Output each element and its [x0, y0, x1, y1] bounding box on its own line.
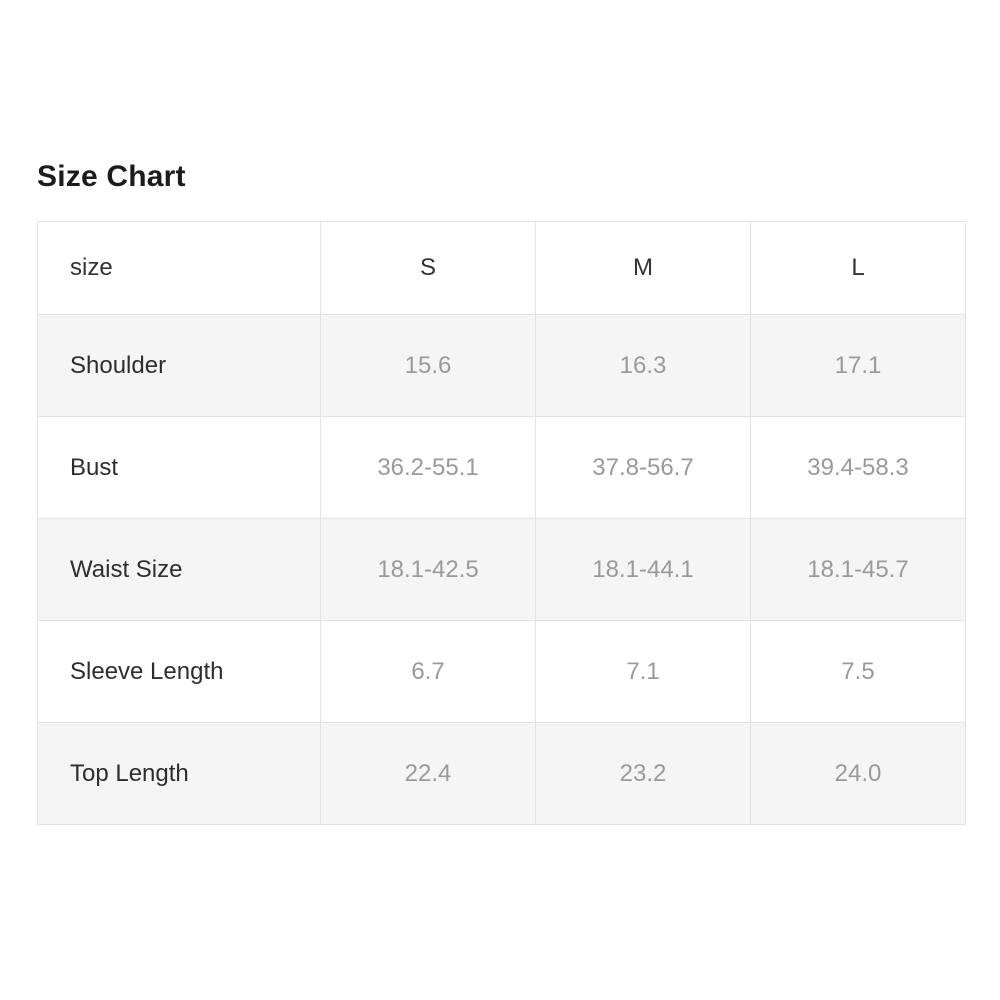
cell-value: 6.7	[320, 620, 537, 723]
cell-value: 18.1-42.5	[320, 518, 537, 621]
cell-value: 7.5	[749, 620, 967, 723]
cell-value: 23.2	[535, 722, 751, 825]
cell-value: 7.1	[535, 620, 751, 723]
cell-value: 17.1	[749, 314, 967, 417]
table-row-bust: Bust 36.2-55.1 37.8-56.7 39.4-58.3	[36, 416, 967, 519]
table-row-sleeve-length: Sleeve Length 6.7 7.1 7.5	[36, 620, 967, 723]
row-label: Sleeve Length	[36, 620, 322, 723]
size-chart-page: Size Chart size S M L Shoulder 15.6 16.3…	[36, 160, 967, 825]
row-label: Bust	[36, 416, 322, 519]
header-cell-size: size	[36, 221, 322, 315]
cell-value: 36.2-55.1	[320, 416, 537, 519]
cell-value: 15.6	[320, 314, 537, 417]
header-cell-m: M	[535, 221, 751, 315]
header-row: size S M L	[36, 221, 967, 315]
table-row-top-length: Top Length 22.4 23.2 24.0	[36, 722, 967, 825]
row-label: Shoulder	[36, 314, 322, 417]
cell-value: 18.1-44.1	[535, 518, 751, 621]
cell-value: 39.4-58.3	[749, 416, 967, 519]
cell-value: 16.3	[535, 314, 751, 417]
size-chart-table: size S M L Shoulder 15.6 16.3 17.1 Bust …	[36, 221, 967, 825]
table-row-shoulder: Shoulder 15.6 16.3 17.1	[36, 314, 967, 417]
row-label: Waist Size	[36, 518, 322, 621]
header-cell-l: L	[749, 221, 967, 315]
size-chart-header: size S M L	[36, 221, 967, 315]
row-label: Top Length	[36, 722, 322, 825]
cell-value: 37.8-56.7	[535, 416, 751, 519]
cell-value: 24.0	[749, 722, 967, 825]
cell-value: 22.4	[320, 722, 537, 825]
table-row-waist-size: Waist Size 18.1-42.5 18.1-44.1 18.1-45.7	[36, 518, 967, 621]
size-chart-body: Shoulder 15.6 16.3 17.1 Bust 36.2-55.1 3…	[36, 314, 967, 825]
header-cell-s: S	[320, 221, 537, 315]
page-title: Size Chart	[37, 160, 186, 193]
cell-value: 18.1-45.7	[749, 518, 967, 621]
